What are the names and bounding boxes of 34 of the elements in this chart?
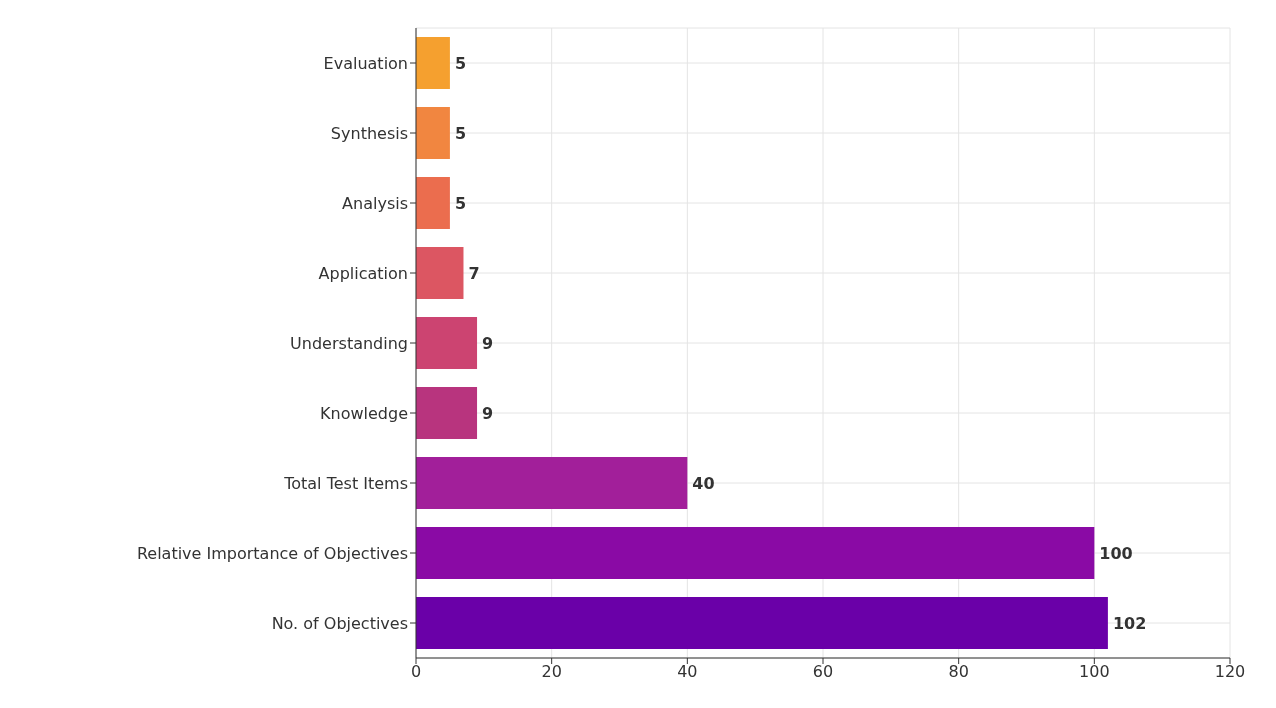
x-tick-label: 0	[410, 662, 422, 682]
bar	[416, 317, 478, 369]
y-tick-label: Application	[318, 263, 408, 283]
bar	[416, 37, 450, 89]
x-tick-label: 40	[677, 662, 698, 682]
data-label: 5	[454, 193, 467, 213]
data-label: 5	[454, 123, 467, 143]
y-tick-label: Analysis	[342, 193, 408, 213]
data-label: 9	[482, 403, 494, 423]
bar	[416, 457, 688, 509]
y-tick-label: Synthesis	[330, 123, 408, 143]
bar	[416, 107, 450, 159]
x-tick-label: 100	[1079, 662, 1110, 682]
data-label: 40	[692, 473, 715, 493]
bar	[416, 387, 478, 439]
data-label: 102	[1112, 613, 1147, 633]
data-label: 100	[1099, 543, 1133, 563]
x-tick-label: 60	[812, 662, 834, 682]
y-tick-label: Total Test Items	[283, 473, 408, 493]
data-label: 7	[468, 263, 480, 283]
x-tick-label: 20	[541, 662, 562, 682]
bar	[416, 247, 464, 299]
bar	[416, 177, 450, 229]
bar	[416, 527, 1095, 579]
y-tick-label: Understanding	[290, 333, 408, 353]
x-tick-label: 120	[1214, 662, 1246, 682]
y-tick-label: Knowledge	[320, 403, 408, 423]
bar	[416, 597, 1108, 649]
y-tick-label: Relative Importance of Objectives	[136, 543, 408, 563]
data-label: 9	[482, 333, 494, 353]
data-label: 5	[454, 53, 467, 73]
x-tick-label: 80	[948, 662, 969, 682]
y-tick-label: Evaluation	[323, 53, 408, 73]
y-tick-label: No. of Objectives	[271, 613, 408, 633]
